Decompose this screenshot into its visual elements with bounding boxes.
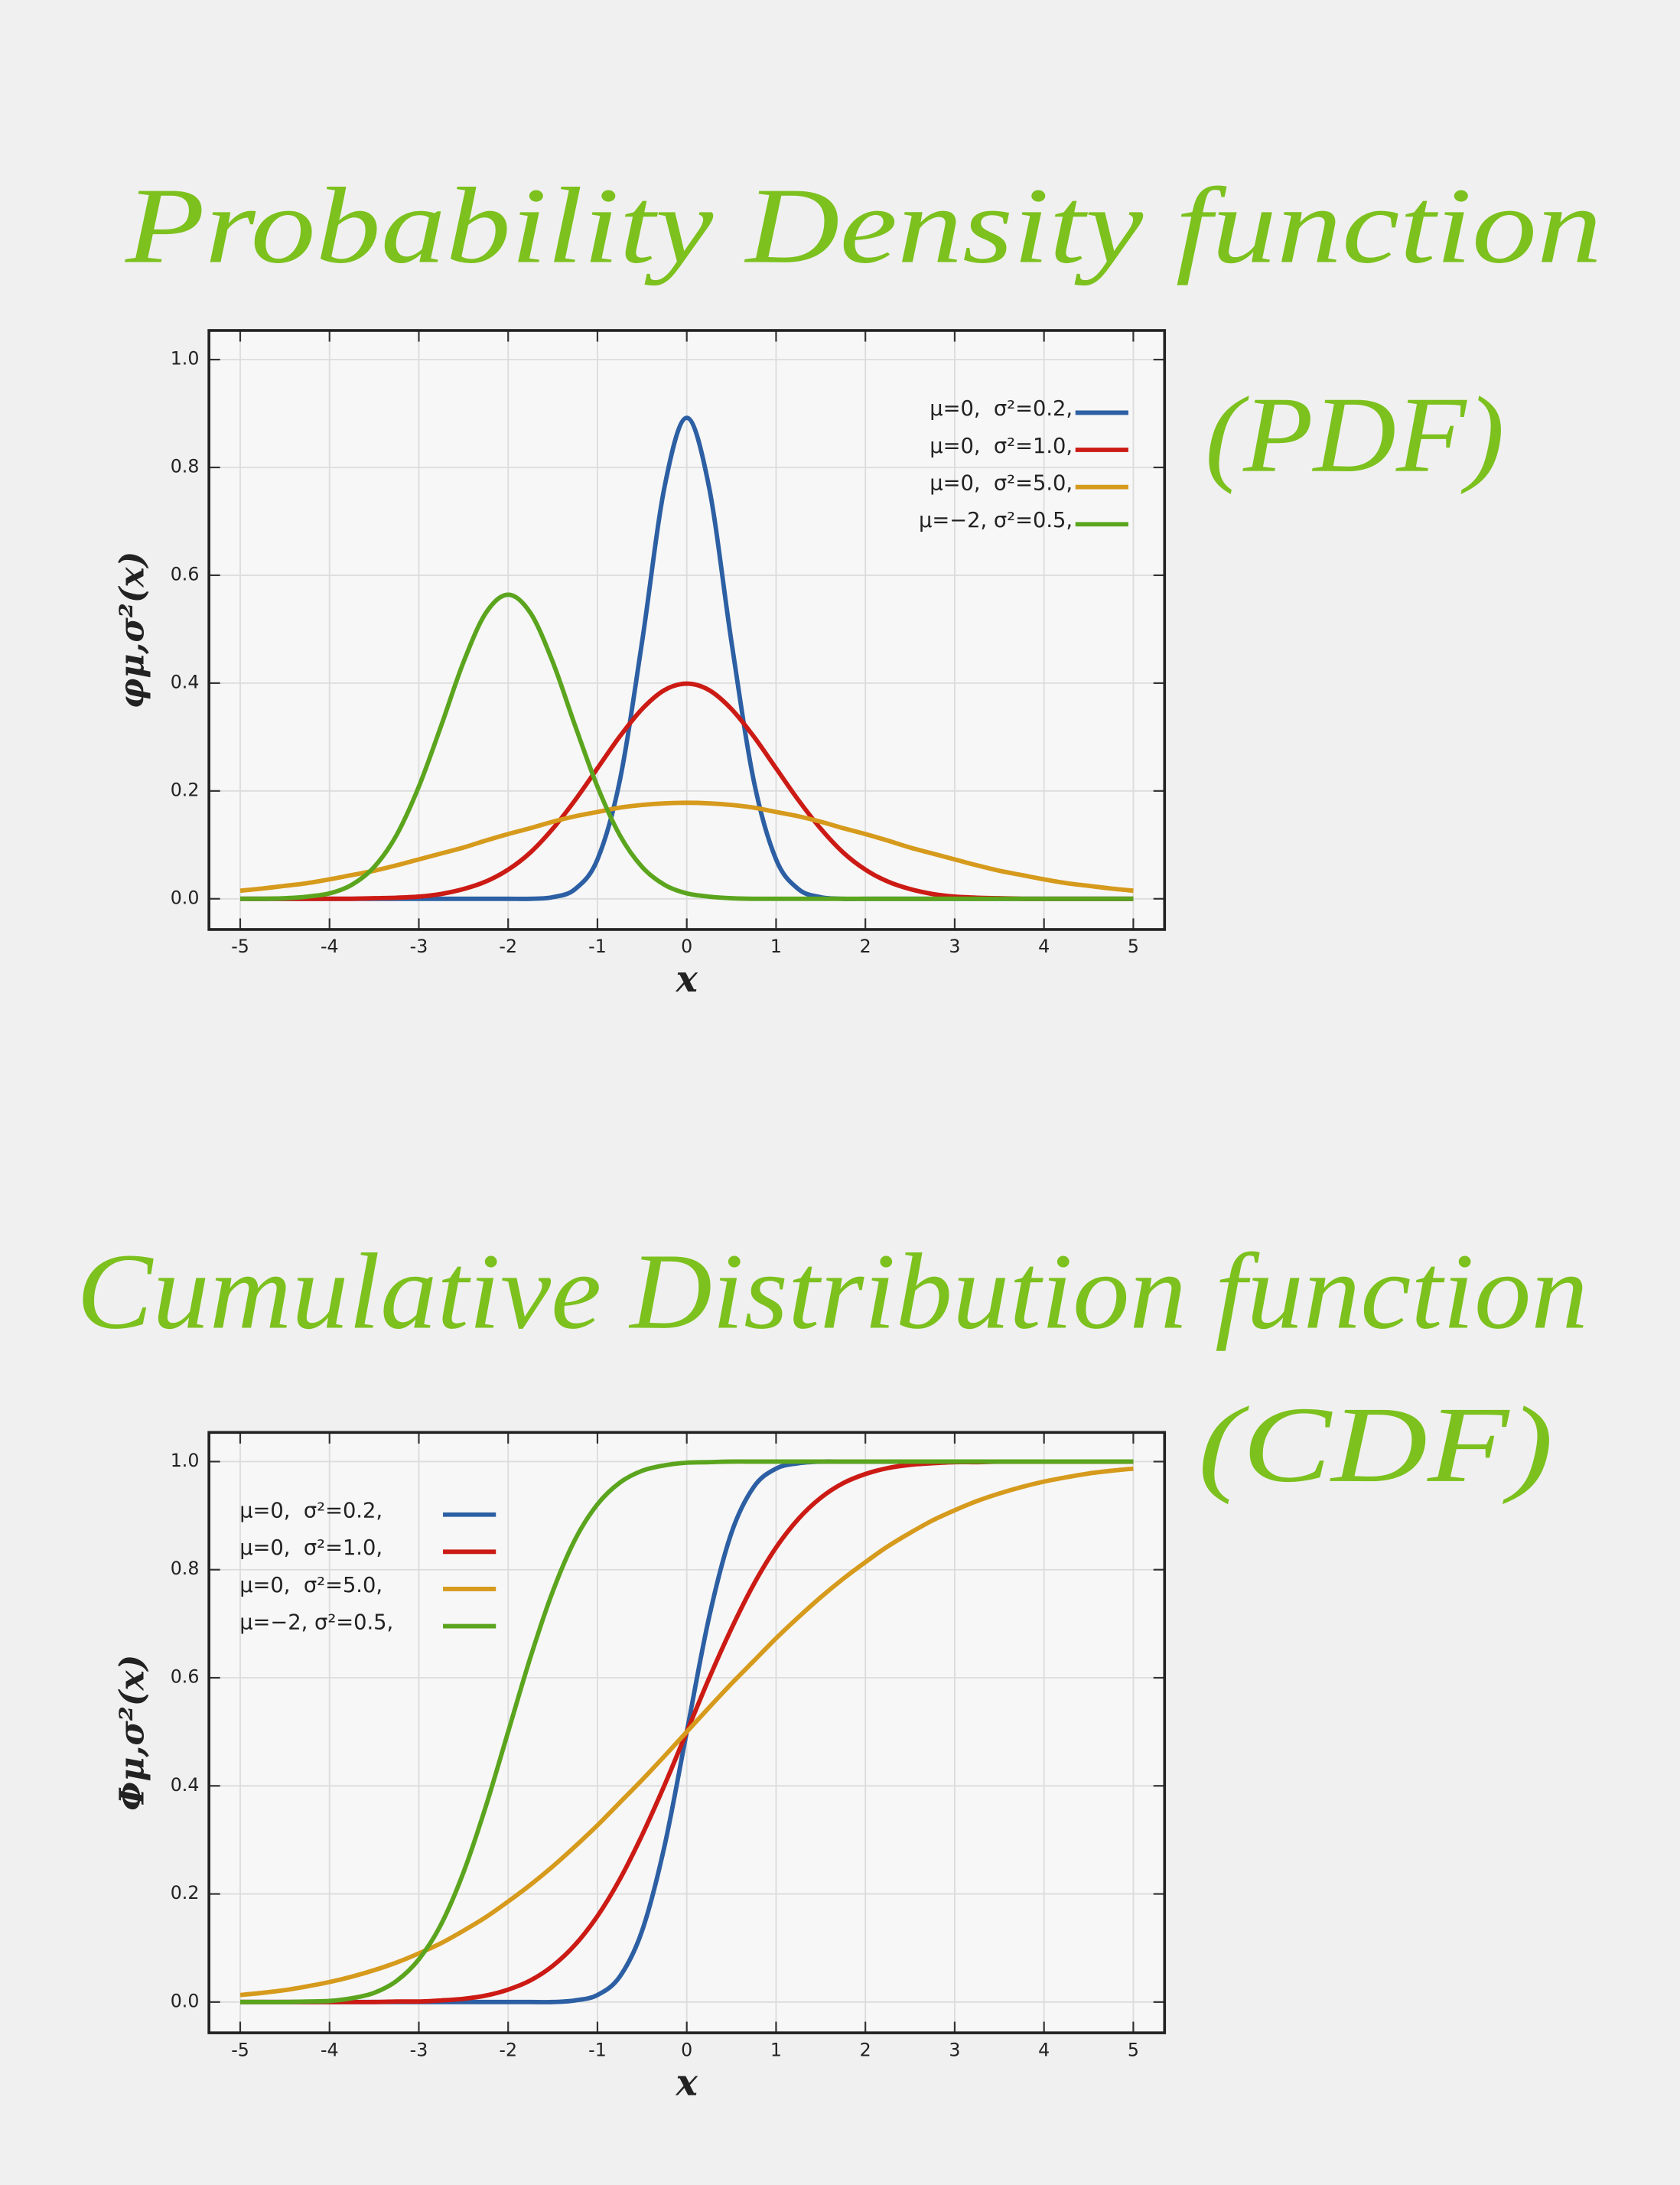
y-tick-label: 0.2 <box>171 779 200 800</box>
legend-label: μ=0, σ²=0.2, <box>239 1500 383 1523</box>
x-tick-label: 5 <box>1128 2039 1139 2060</box>
x-axis-label: x <box>676 2062 698 2104</box>
x-tick-label: 0 <box>681 2039 692 2060</box>
x-tick-label: 5 <box>1128 936 1139 957</box>
x-tick-label: 4 <box>1038 936 1050 957</box>
handwritten-title: Cumulative Distribution function <box>77 1231 1588 1352</box>
legend-label: μ=0, σ²=5.0, <box>239 1574 383 1597</box>
legend-label: μ=0, σ²=0.2, <box>930 397 1073 421</box>
x-tick-label: -1 <box>588 936 607 957</box>
legend-label: μ=0, σ²=1.0, <box>239 1536 383 1560</box>
y-tick-label: 0.6 <box>171 1666 200 1688</box>
x-tick-label: 3 <box>949 2039 960 2060</box>
x-axis-label: x <box>676 959 698 1001</box>
handwritten-subtitle: (PDF) <box>1205 374 1504 495</box>
plot-frame <box>207 329 1167 931</box>
legend-label: μ=0, σ²=1.0, <box>930 435 1073 458</box>
legend-label: μ=−2, σ²=0.5, <box>919 509 1073 532</box>
plot-frame <box>207 1431 1167 2034</box>
y-tick-label: 0.4 <box>171 1774 200 1796</box>
y-tick-label: 1.0 <box>171 348 200 370</box>
legend-label: μ=0, σ²=5.0, <box>930 471 1073 495</box>
x-tick-label: -1 <box>588 2039 607 2060</box>
x-tick-label: -2 <box>499 936 517 957</box>
y-tick-label: 0.8 <box>171 455 200 477</box>
y-axis-label: φμ,σ²(x) <box>113 552 152 708</box>
x-tick-label: -4 <box>321 936 339 957</box>
y-tick-label: 0.0 <box>171 1990 200 2011</box>
x-tick-label: 2 <box>860 2039 871 2060</box>
x-tick-label: 1 <box>770 2039 782 2060</box>
x-tick-label: -3 <box>410 936 428 957</box>
x-tick-label: -2 <box>499 2039 517 2060</box>
x-tick-label: 4 <box>1038 2039 1050 2060</box>
x-tick-label: 3 <box>949 936 960 957</box>
y-tick-label: 1.0 <box>171 1450 200 1471</box>
x-tick-label: -5 <box>231 2039 249 2060</box>
y-tick-label: 0.6 <box>171 563 200 585</box>
y-axis-label: Φμ,σ²(x) <box>113 1655 152 1811</box>
series-line <box>239 800 1134 894</box>
x-tick-label: 1 <box>770 936 782 957</box>
legend-label: μ=−2, σ²=0.5, <box>239 1610 393 1634</box>
y-tick-label: 0.0 <box>171 887 200 908</box>
x-tick-label: -5 <box>231 936 249 957</box>
series-line <box>239 592 1134 901</box>
y-tick-label: 0.8 <box>171 1558 200 1579</box>
handwritten-title: Probability Density function <box>125 165 1602 286</box>
handwritten-subtitle: (CDF) <box>1198 1384 1553 1505</box>
x-tick-label: 0 <box>681 936 692 957</box>
x-tick-label: -3 <box>410 2039 428 2060</box>
x-tick-label: 2 <box>860 936 871 957</box>
y-tick-label: 0.4 <box>171 671 200 692</box>
y-tick-label: 0.2 <box>171 1882 200 1903</box>
x-tick-label: -4 <box>321 2039 339 2060</box>
series-line <box>239 1459 1134 2004</box>
series-line <box>239 1466 1134 1998</box>
